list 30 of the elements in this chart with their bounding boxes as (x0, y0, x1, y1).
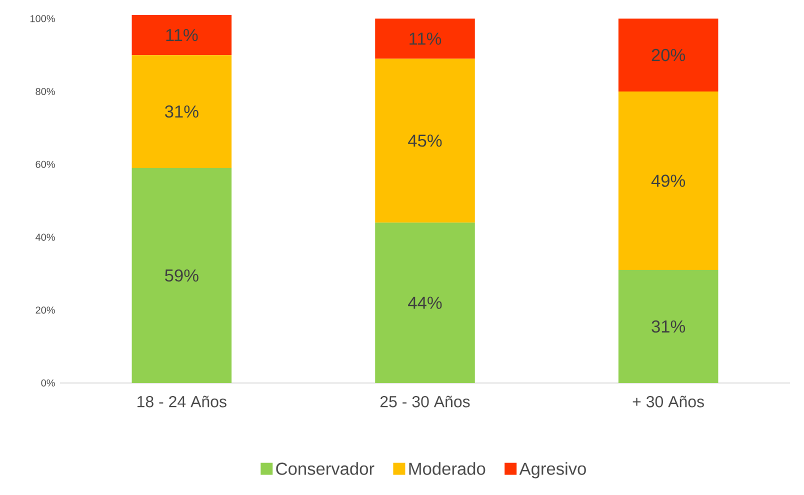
data-label: 11% (410, 32, 442, 45)
bar (132, 168, 232, 383)
x-tick-label: 18 - 24 Años (138, 396, 226, 408)
legend-label: Moderado (409, 462, 486, 475)
bar (618, 18, 718, 92)
legend-label: Agresivo (519, 462, 586, 478)
bar (618, 270, 718, 383)
data-label: 59% (165, 269, 198, 282)
data-label: 45% (408, 134, 442, 147)
bar (132, 14, 232, 56)
data-label: 20% (652, 48, 686, 62)
data-label: 31% (652, 320, 686, 333)
data-label: 44% (408, 296, 442, 309)
bar (375, 18, 475, 59)
y-tick-label: 60% (36, 160, 55, 168)
y-tick-label: 0% (41, 379, 55, 387)
y-tick-label: 20% (36, 306, 55, 314)
y-tick-label: 80% (36, 88, 55, 96)
y-tick-label: 40% (36, 234, 55, 241)
y-tick-label: 100% (30, 15, 55, 22)
x-tick-label: 25 - 30 Años (380, 396, 470, 408)
legend-label: Conservador (276, 462, 374, 475)
bar (375, 222, 475, 383)
bar (618, 92, 718, 270)
bar (132, 55, 232, 168)
data-label: 49% (651, 174, 686, 187)
data-label: 11% (166, 28, 198, 42)
bar (375, 58, 475, 223)
x-tick-label: + 30 Años (632, 396, 704, 408)
data-label: 31% (164, 105, 198, 118)
